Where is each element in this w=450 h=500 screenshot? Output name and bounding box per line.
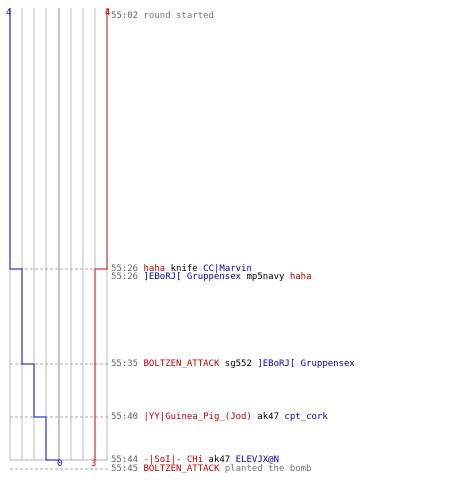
event-message: planted the bomb	[219, 464, 312, 474]
event-row: 55:35 BOLTZEN_ATTACK sg552 ]EBoRJ[ Grupp…	[111, 359, 355, 369]
blue-player-name: ELEVJX@N	[235, 455, 279, 465]
event-time: 55:45	[111, 464, 144, 474]
weapon-name: sg552	[219, 359, 258, 369]
red-player-name: -|SoI|- CHi	[143, 455, 204, 465]
event-row: 55:45 BOLTZEN_ATTACK planted the bomb	[111, 464, 312, 474]
event-row: 55:40 |YY|Guinea_Pig_(Jod) ak47 cpt_cork	[111, 412, 328, 422]
event-message: round started	[143, 11, 214, 21]
weapon-name: ak47	[203, 455, 236, 465]
blue-player-name: cpt_cork	[284, 412, 328, 422]
event-row: 55:26 ]EBoRJ[ Gruppensex mp5navy haha	[111, 272, 312, 282]
weapon-name: ak47	[251, 412, 285, 422]
red-team-alive-line	[94, 8, 108, 460]
event-time: 55:26	[111, 272, 144, 282]
event-time: 55:35	[111, 359, 144, 369]
event-row: 55:44 -|SoI|- CHi ak47 ELEVJX@N	[111, 455, 279, 465]
red-player-name: BOLTZEN_ATTACK	[143, 464, 220, 474]
event-row: 55:26 haha knife CC|Marvin	[111, 264, 252, 274]
red-player-name: |YY|Guinea_Pig_(Jod)	[143, 412, 252, 422]
event-time: 55:40	[111, 412, 144, 422]
red-start-count: 4	[105, 8, 110, 18]
event-time: 55:44	[111, 455, 144, 465]
blue-player-name: ]EBoRJ[ Gruppensex	[143, 272, 242, 282]
blue-player-name: CC|Marvin	[203, 264, 252, 274]
blue-end-count: 0	[57, 459, 62, 469]
event-time: 55:02	[111, 11, 144, 21]
red-player-name: BOLTZEN_ATTACK	[143, 359, 220, 369]
weapon-name: mp5navy	[241, 272, 290, 282]
weapon-name: knife	[165, 264, 204, 274]
timeline-grid	[9, 8, 108, 461]
event-row: 55:02 round started	[111, 11, 214, 21]
red-player-name: haha	[289, 272, 312, 282]
blue-player-name: ]EBoRJ[ Gruppensex	[257, 359, 355, 369]
event-time: 55:26	[111, 264, 144, 274]
blue-start-count: 4	[6, 8, 11, 18]
red-end-count: 3	[91, 459, 96, 469]
blue-team-alive-line	[9, 8, 59, 461]
red-player-name: haha	[143, 264, 166, 274]
